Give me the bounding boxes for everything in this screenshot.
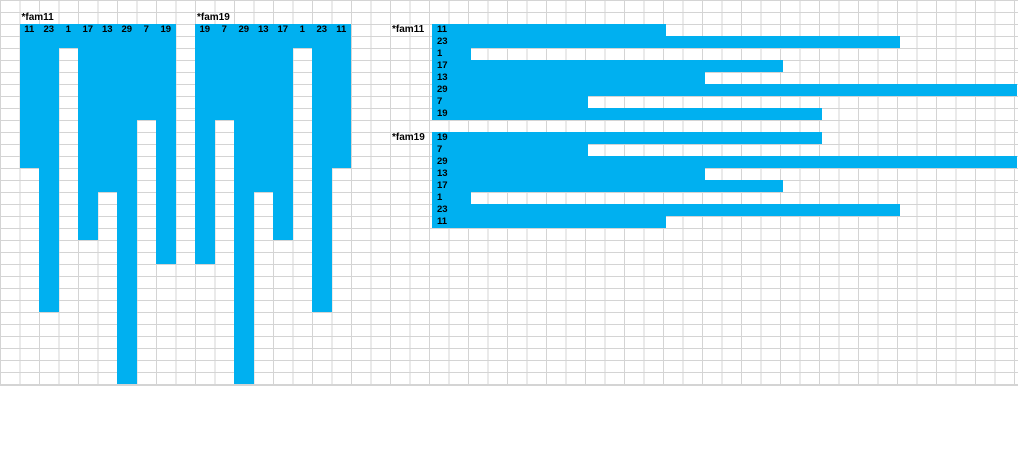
grid-bottom-border [0, 385, 1018, 386]
